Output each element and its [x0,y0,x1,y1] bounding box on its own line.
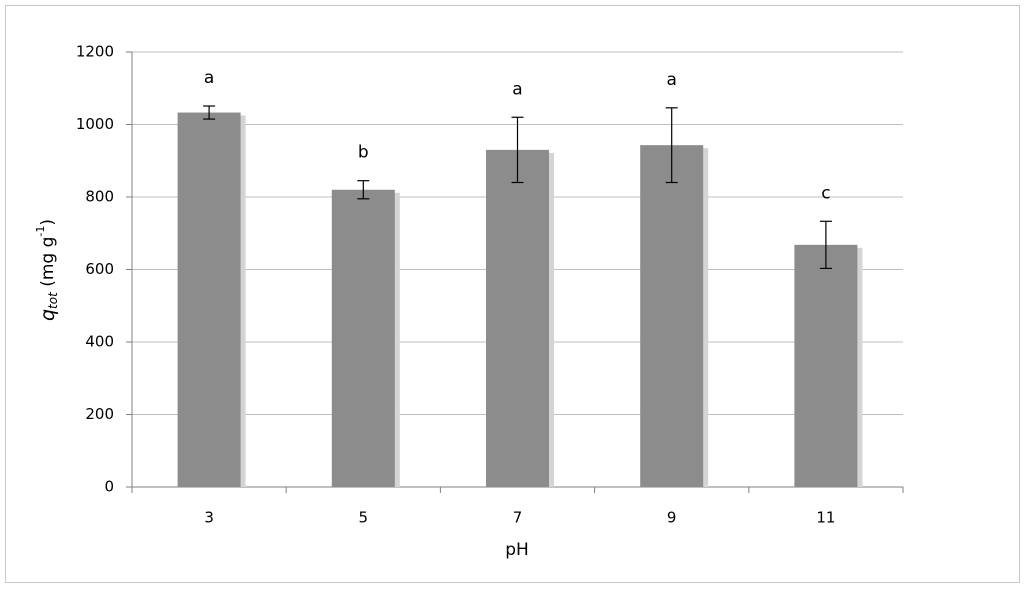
significance-letter: c [821,183,830,203]
significance-letter: a [204,68,214,88]
bar [640,145,704,487]
significance-letter: b [358,143,369,163]
bar [177,112,241,487]
error-bar [511,116,524,184]
y-title-subscript: tot [46,291,60,309]
x-axis-title: pH [505,540,529,560]
y-title-close: ) [38,219,58,226]
y-tick-label: 800 [85,188,114,206]
y-tick-label: 600 [85,260,114,278]
x-tick-label: 3 [204,509,214,527]
significance-letter: a [666,70,676,90]
bar [331,189,395,487]
error-bar [203,105,216,120]
error-bar [665,107,678,184]
y-tick-label: 400 [85,333,114,351]
bar [794,244,858,487]
significance-letter: a [512,79,522,99]
x-tick-label: 5 [359,509,369,527]
y-tick-label: 0 [104,478,114,496]
bar [486,149,549,487]
y-title-symbol: q [37,309,59,321]
y-axis-title: qtot (mg g-1) [34,219,60,321]
y-tick-label: 1000 [76,115,114,133]
x-tick-label: 7 [513,509,523,527]
y-title-unit: (mg g [38,237,58,293]
error-bar [357,180,370,200]
x-tick-label: 11 [816,509,835,527]
y-tick-label: 1200 [76,43,114,61]
y-tick-label: 200 [85,405,114,423]
error-bar [819,220,832,270]
x-tick-label: 9 [667,509,677,527]
y-title-superscript: -1 [34,226,47,237]
